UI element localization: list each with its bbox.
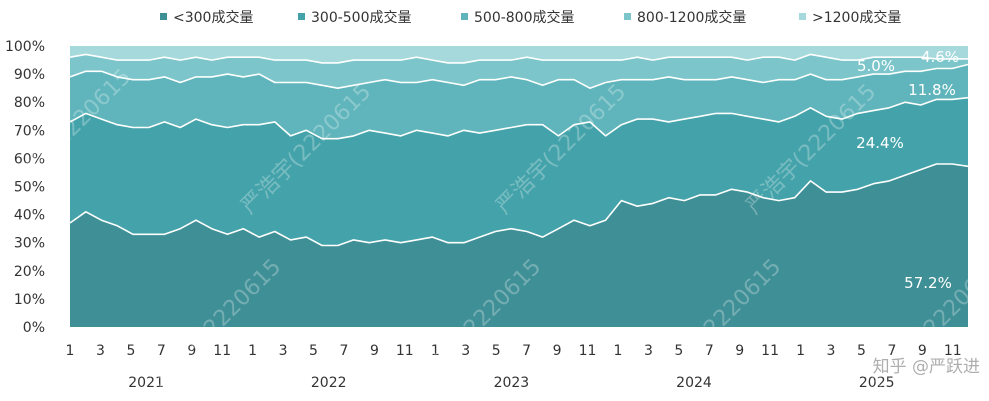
series-boundaries bbox=[69, 53, 969, 247]
source-watermark: 知乎 @严跃进 bbox=[873, 357, 980, 377]
legend-item-label: <300成交量 bbox=[173, 9, 253, 26]
x-year-label: 2022 bbox=[311, 375, 347, 391]
data-label: 4.6% bbox=[921, 48, 959, 66]
x-tick-label: 1 bbox=[796, 343, 805, 359]
x-tick-label: 1 bbox=[248, 343, 257, 359]
y-tick-label: 50% bbox=[14, 180, 45, 196]
x-tick-label: 3 bbox=[827, 343, 836, 359]
x-tick-label: 11 bbox=[396, 343, 414, 359]
x-tick-label: 9 bbox=[370, 343, 379, 359]
y-tick-label: 70% bbox=[14, 123, 45, 139]
x-tick-label: 1 bbox=[66, 343, 75, 359]
data-label: 24.4% bbox=[856, 134, 904, 152]
x-tick-label: 5 bbox=[492, 343, 501, 359]
x-tick-label: 5 bbox=[309, 343, 318, 359]
x-tick-label: 7 bbox=[157, 343, 166, 359]
x-tick-label: 11 bbox=[579, 343, 597, 359]
x-tick-label: 9 bbox=[553, 343, 562, 359]
y-axis: 0% 10% 20% 30% 40% 50% 60% 70% 80% 90% 100% bbox=[5, 39, 45, 336]
area-series bbox=[70, 164, 968, 327]
x-tick-label: 9 bbox=[187, 343, 196, 359]
x-tick-label: 7 bbox=[705, 343, 714, 359]
legend-swatch bbox=[624, 13, 631, 20]
x-year-label: 2023 bbox=[494, 375, 530, 391]
x-tick-label: 11 bbox=[213, 343, 231, 359]
series-boundary-line bbox=[69, 96, 969, 140]
legend-swatch bbox=[461, 13, 468, 20]
legend-swatch bbox=[298, 13, 305, 20]
legend-swatch bbox=[799, 13, 806, 20]
legend-swatch bbox=[160, 13, 167, 20]
x-tick-label: 11 bbox=[761, 343, 779, 359]
y-tick-label: 40% bbox=[14, 208, 45, 224]
x-tick-label: 7 bbox=[340, 343, 349, 359]
x-tick-label: 5 bbox=[674, 343, 683, 359]
x-tick-label: 1 bbox=[431, 343, 440, 359]
series-boundary-line bbox=[69, 163, 969, 247]
x-tick-label: 5 bbox=[126, 343, 135, 359]
series-boundary-line bbox=[69, 53, 968, 64]
x-tick-label: 11 bbox=[944, 343, 962, 359]
x-tick-label: 7 bbox=[522, 343, 531, 359]
x-tick-label: 9 bbox=[918, 343, 927, 359]
y-tick-label: 30% bbox=[14, 236, 45, 252]
x-tick-label: 7 bbox=[887, 343, 896, 359]
y-tick-label: 80% bbox=[14, 95, 45, 111]
x-tick-label: 3 bbox=[279, 343, 288, 359]
x-year-label: 2021 bbox=[128, 375, 164, 391]
legend-item-label: 800-1200成交量 bbox=[637, 9, 746, 26]
y-tick-label: 0% bbox=[23, 320, 45, 336]
legend-item-label: >1200成交量 bbox=[812, 9, 901, 26]
y-tick-label: 60% bbox=[14, 151, 45, 167]
x-tick-label: 5 bbox=[857, 343, 866, 359]
y-tick-label: 10% bbox=[14, 292, 45, 308]
data-label: 57.2% bbox=[904, 274, 952, 292]
x-tick-label: 3 bbox=[96, 343, 105, 359]
x-tick-label: 1 bbox=[613, 343, 622, 359]
y-tick-label: 20% bbox=[14, 264, 45, 280]
x-tick-label: 9 bbox=[735, 343, 744, 359]
legend-item-label: 300-500成交量 bbox=[311, 9, 412, 26]
legend-item-label: 500-800成交量 bbox=[474, 9, 575, 26]
y-tick-label: 100% bbox=[5, 39, 45, 55]
series-boundary-line bbox=[69, 63, 969, 89]
data-label: 5.0% bbox=[857, 57, 895, 75]
area-series bbox=[70, 54, 968, 89]
x-tick-label: 3 bbox=[644, 343, 653, 359]
legend: <300成交量 300-500成交量 500-800成交量 800-1200成交量 >1… bbox=[160, 9, 901, 26]
y-tick-label: 90% bbox=[14, 67, 45, 83]
x-year-label: 2024 bbox=[676, 375, 712, 391]
x-year-label: 2025 bbox=[859, 375, 895, 391]
x-tick-label: 3 bbox=[461, 343, 470, 359]
data-labels: 57.2% 24.4% 11.8% 5.0% 4.6% bbox=[856, 48, 959, 292]
data-label: 11.8% bbox=[908, 81, 956, 99]
